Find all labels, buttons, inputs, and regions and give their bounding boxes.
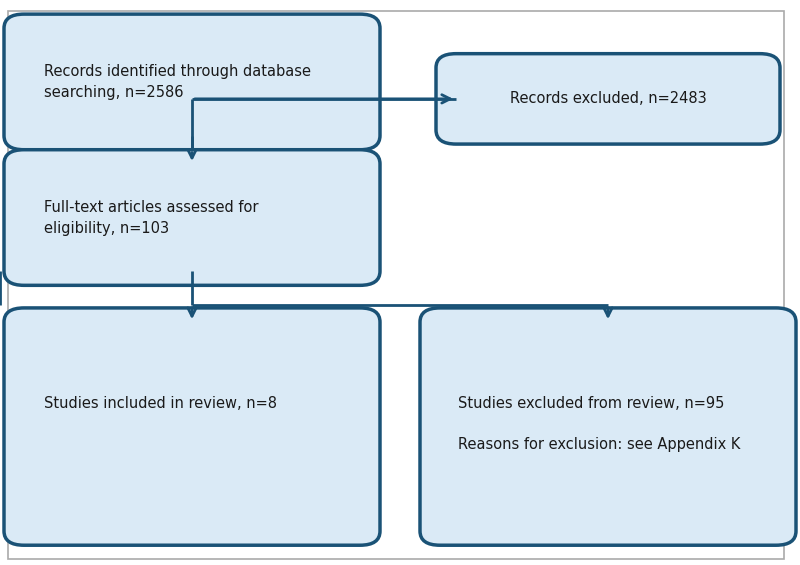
FancyBboxPatch shape bbox=[420, 308, 796, 545]
FancyBboxPatch shape bbox=[4, 150, 380, 285]
FancyBboxPatch shape bbox=[4, 14, 380, 150]
FancyBboxPatch shape bbox=[4, 308, 380, 545]
FancyBboxPatch shape bbox=[436, 54, 780, 144]
Text: Records excluded, n=2483: Records excluded, n=2483 bbox=[510, 92, 706, 106]
Text: Studies included in review, n=8: Studies included in review, n=8 bbox=[44, 396, 277, 411]
Text: Full-text articles assessed for
eligibility, n=103: Full-text articles assessed for eligibil… bbox=[44, 199, 258, 236]
Text: Studies excluded from review, n=95

Reasons for exclusion: see Appendix K: Studies excluded from review, n=95 Reaso… bbox=[458, 396, 740, 453]
Text: Records identified through database
searching, n=2586: Records identified through database sear… bbox=[44, 64, 311, 100]
